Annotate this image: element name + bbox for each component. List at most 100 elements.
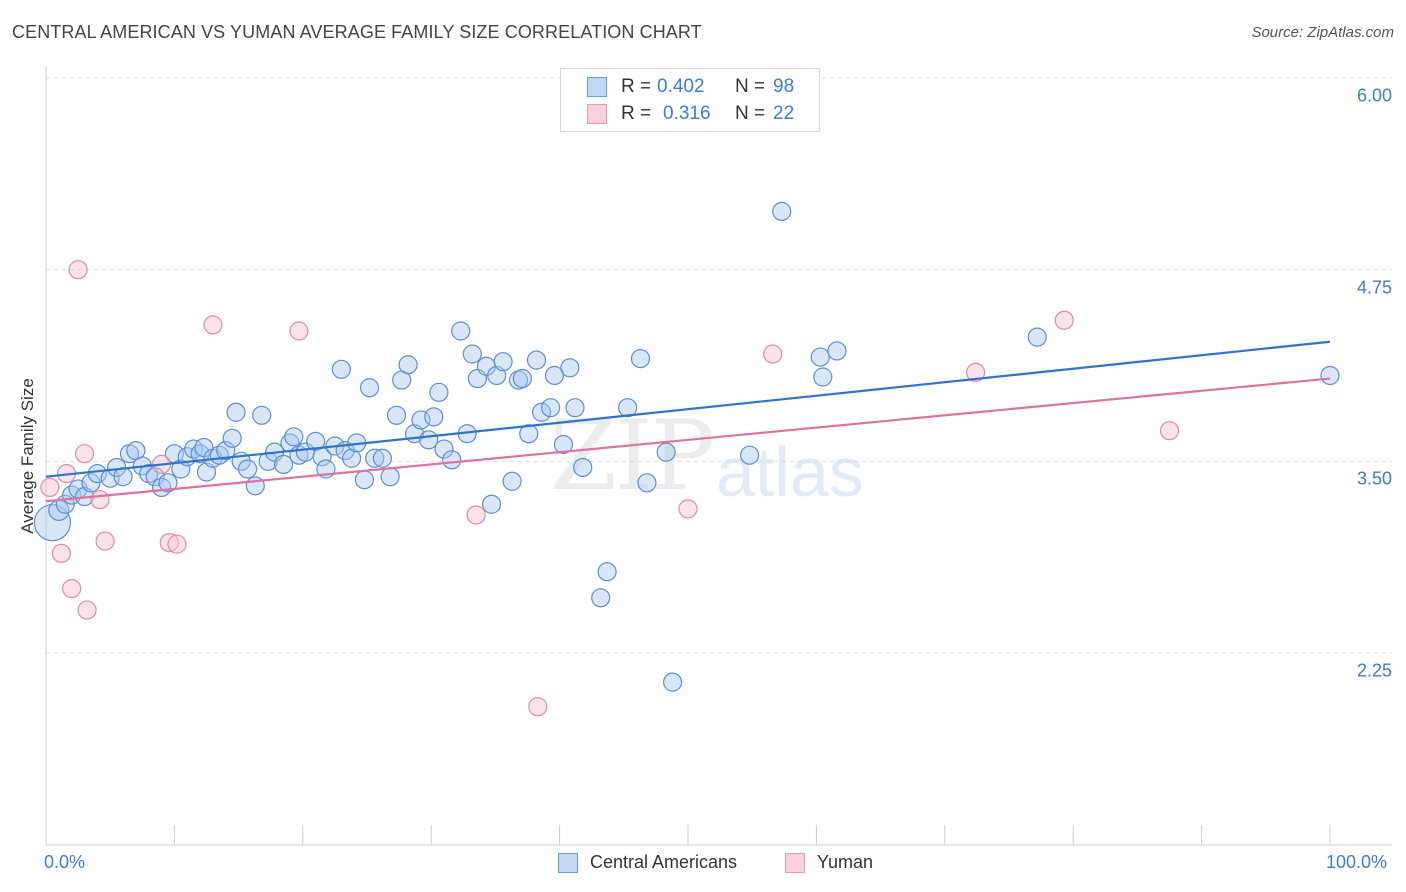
data-point-central-american <box>273 454 294 474</box>
data-point-central-american <box>532 402 552 422</box>
data-point-central-american <box>462 344 482 364</box>
series-yuman <box>40 260 1180 717</box>
legend-n-value: 22 <box>773 103 795 124</box>
data-point-central-american <box>813 367 833 387</box>
data-point-central-american <box>216 441 236 461</box>
data-point-central-american <box>637 473 657 493</box>
data-point-yuman <box>1159 421 1180 441</box>
data-point-central-american <box>386 405 407 425</box>
y-tick-label: 2.25 <box>1356 660 1392 681</box>
data-point-yuman <box>966 362 986 382</box>
data-point-yuman <box>74 444 95 464</box>
data-point-central-american <box>252 405 272 425</box>
data-point-central-american <box>380 467 400 487</box>
data-point-central-american <box>519 424 539 444</box>
data-point-yuman <box>68 260 88 280</box>
data-point-central-american <box>359 378 380 398</box>
data-point-central-american <box>827 341 847 361</box>
data-point-central-american <box>398 355 418 375</box>
data-point-central-american <box>372 448 393 468</box>
data-point-central-american <box>512 368 532 389</box>
series-central-americans <box>33 201 1340 692</box>
axes <box>45 66 1392 846</box>
data-point-yuman <box>289 321 309 341</box>
trend-line-yuman <box>45 377 1331 503</box>
data-point-central-american <box>226 402 246 422</box>
legend-r-value: 0.316 <box>663 103 711 124</box>
data-point-central-american <box>1320 365 1340 386</box>
data-point-yuman <box>763 344 783 364</box>
legend-swatch-blue <box>587 77 607 97</box>
data-point-yuman <box>466 505 486 525</box>
legend-row-yuman: R = 0.316 N = 22 <box>587 102 794 126</box>
data-point-central-american <box>544 365 565 386</box>
trend-lines <box>45 340 1331 503</box>
data-point-central-american <box>656 442 676 462</box>
data-point-central-american <box>237 459 258 479</box>
data-point-central-american <box>573 457 593 478</box>
data-point-central-american <box>565 398 585 418</box>
data-point-central-american <box>87 464 107 484</box>
data-point-central-american <box>630 349 651 369</box>
legend-r-label: R = <box>621 103 652 124</box>
data-point-central-american <box>493 352 513 372</box>
data-point-central-american <box>33 504 72 542</box>
data-point-central-american <box>284 427 304 447</box>
data-point-central-american <box>434 439 454 459</box>
data-point-central-american <box>618 398 638 418</box>
legend: R = 0.402 N = 98 R = 0.316 N = 22 <box>560 68 820 132</box>
chart-title: CENTRAL AMERICAN VS YUMAN AVERAGE FAMILY… <box>12 22 702 42</box>
legend-n-label: N = <box>735 76 766 97</box>
data-point-yuman <box>1054 310 1074 330</box>
x-tick-label-min: 0.0% <box>44 852 86 872</box>
data-point-central-american <box>222 428 242 448</box>
trend-line-central-americans <box>45 340 1331 478</box>
data-point-central-american <box>442 450 462 470</box>
data-point-central-american <box>451 321 471 341</box>
data-point-yuman <box>159 532 179 553</box>
data-point-yuman <box>40 477 60 497</box>
data-point-central-american <box>171 459 191 479</box>
data-point-central-american <box>553 434 574 455</box>
watermark-atlas: atlas <box>716 433 864 511</box>
watermark-zip: ZIP <box>550 400 715 512</box>
legend-swatch-pink <box>587 104 607 124</box>
data-point-central-american <box>1027 327 1047 347</box>
y-axis-label: Average Family Size <box>18 378 37 534</box>
data-point-central-american <box>341 448 362 468</box>
data-point-central-american <box>526 350 547 370</box>
data-point-central-american <box>365 448 385 468</box>
data-point-central-american <box>481 494 502 514</box>
data-point-central-american <box>560 358 580 378</box>
data-point-central-american <box>662 672 683 692</box>
legend-row-central-americans: R = 0.402 N = 98 <box>587 75 794 99</box>
bottom-legend-yuman: Yuman <box>785 852 873 873</box>
data-point-yuman <box>62 578 82 599</box>
data-point-yuman <box>77 600 97 620</box>
y-tick-label: 6.00 <box>1356 85 1392 106</box>
data-point-central-american <box>158 473 178 493</box>
y-tick-label: 4.75 <box>1356 277 1392 298</box>
y-tick-label: 3.50 <box>1356 468 1392 489</box>
data-point-central-american <box>354 470 375 490</box>
legend-r-value: 0.402 <box>657 76 705 97</box>
data-point-yuman <box>51 543 72 563</box>
data-point-yuman <box>95 531 115 551</box>
data-point-central-american <box>331 359 351 379</box>
data-point-central-american <box>740 445 760 465</box>
data-point-central-american <box>502 471 522 491</box>
bottom-legend-label: Yuman <box>817 852 874 872</box>
grid-lines <box>46 77 1392 654</box>
data-point-central-american <box>429 382 449 402</box>
legend-n-label: N = <box>735 103 766 124</box>
legend-n-value: 98 <box>773 76 795 97</box>
data-point-yuman <box>678 499 698 519</box>
bottom-legend-swatch-blue <box>558 852 578 873</box>
data-point-central-american <box>591 588 611 608</box>
bottom-legend-label: Central Americans <box>590 852 738 872</box>
source-label: Source: ZipAtlas.com <box>1251 24 1394 41</box>
data-point-central-american <box>772 201 792 221</box>
x-tick-label-max: 100.0% <box>1326 852 1388 872</box>
data-point-yuman <box>203 315 223 335</box>
